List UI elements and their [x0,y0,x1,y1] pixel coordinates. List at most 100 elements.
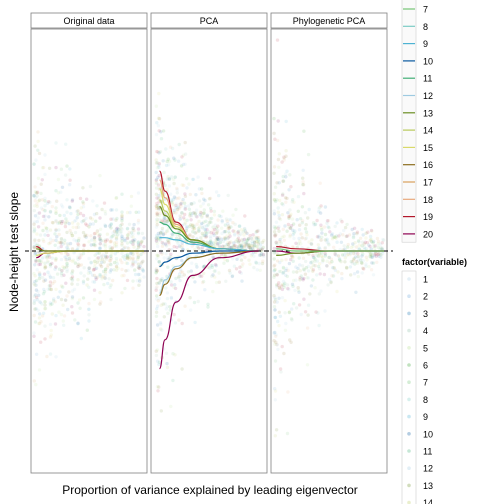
data-point [98,233,101,236]
legend-point-key-3 [407,312,411,316]
data-point [72,259,75,262]
point-legend-title: factor(variable) [402,257,467,267]
data-point [320,236,323,239]
data-point [176,242,179,245]
data-point [76,322,79,325]
data-point [36,149,39,152]
data-point [365,256,368,259]
data-point [104,267,107,270]
data-point [233,230,236,233]
data-point [282,283,285,286]
data-point [195,263,198,266]
data-point [273,387,276,390]
data-point [277,230,280,233]
data-point [57,246,60,249]
data-point [131,287,134,290]
legend-line-label: 8 [423,22,428,32]
data-point [33,230,36,233]
data-point [71,221,74,224]
data-point [273,269,276,272]
data-point [238,266,241,269]
data-point [47,200,50,203]
data-point [227,236,230,239]
data-point [160,329,163,332]
data-point [71,269,74,272]
data-point [55,235,58,238]
data-point [156,254,159,257]
data-point [179,217,182,220]
data-point [95,204,98,207]
data-point [81,186,84,189]
data-point [177,196,180,199]
data-point [295,306,298,309]
data-point [60,284,63,287]
data-point [155,202,158,205]
data-point [236,231,239,234]
data-point [58,290,61,293]
data-point [281,180,284,183]
facet-pca: PCA [145,13,273,473]
data-point [317,235,320,238]
data-point [253,235,256,238]
data-point [54,166,57,169]
data-point [369,235,372,238]
data-point [184,207,187,210]
data-point [203,208,206,211]
data-point [157,333,160,336]
legend-point-label: 5 [423,343,428,353]
data-point [108,224,111,227]
legend-line-label: 18 [423,195,433,205]
data-point [200,192,203,195]
data-point [297,286,300,289]
data-point [159,323,162,326]
data-point [197,246,200,249]
data-point [164,243,167,246]
data-point [188,233,191,236]
data-point [243,244,246,247]
data-point [77,239,80,242]
data-point [324,246,327,249]
data-point [207,203,210,206]
data-point [335,290,338,293]
data-point [43,262,46,265]
data-point [87,286,90,289]
data-point [274,434,277,437]
data-point [106,282,109,285]
data-point [68,167,71,170]
data-point [234,223,237,226]
data-point [202,202,205,205]
data-point [115,196,118,199]
data-point [155,121,158,124]
data-point [155,133,158,136]
data-point [292,260,295,263]
data-point [276,348,279,351]
data-point [33,185,36,188]
data-point [126,241,129,244]
data-point [291,233,294,236]
data-point [273,308,276,311]
data-point [340,241,343,244]
legend-point-label: 4 [423,326,428,336]
data-point [300,274,303,277]
data-point [184,141,187,144]
line-legend-box [402,0,416,242]
data-point [334,225,337,228]
data-point [342,229,345,232]
data-point [191,178,194,181]
data-point [317,324,320,327]
data-point [97,256,100,259]
data-point [36,298,39,301]
data-point [185,186,188,189]
legend-point-label: 1 [423,275,428,285]
data-point [93,236,96,239]
data-point [231,257,234,260]
data-point [41,166,44,169]
data-point [175,246,178,249]
data-point [120,237,123,240]
data-point [213,210,216,213]
data-point [273,192,276,195]
data-point [34,383,37,386]
data-point [341,253,344,256]
data-point [215,281,218,284]
data-point [120,228,123,231]
